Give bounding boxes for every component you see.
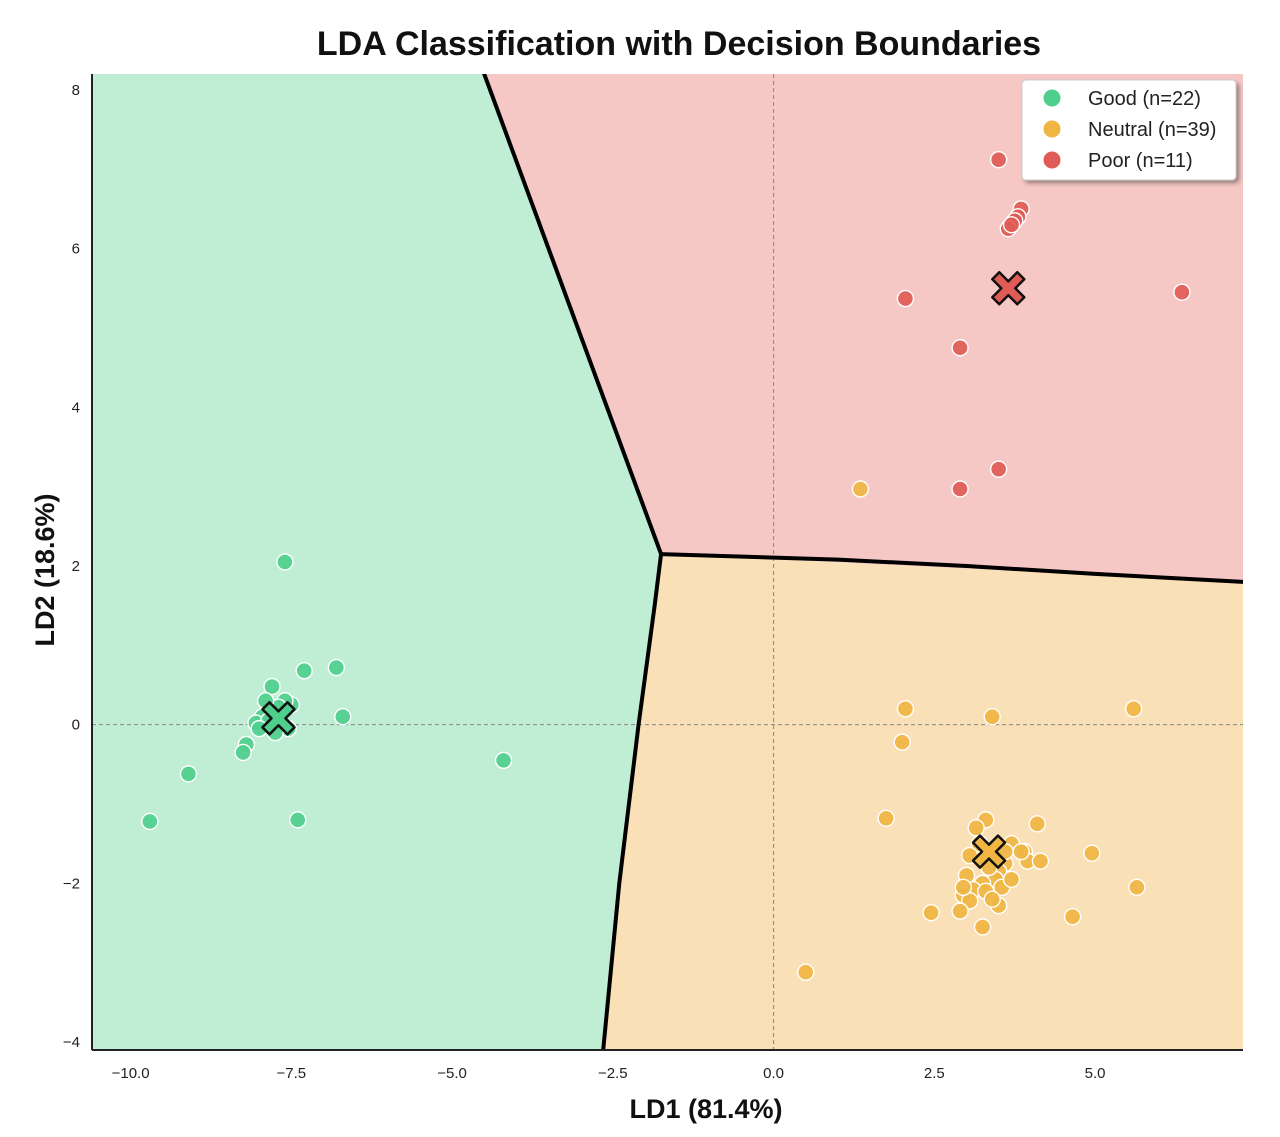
centroid-marker-series-1: [261, 701, 296, 736]
data-point-series-2: [967, 819, 985, 837]
centroid-marker-series-3: [991, 270, 1026, 306]
x-tick-label: 0.0: [763, 1065, 784, 1082]
data-point-series-2: [1031, 852, 1050, 870]
y-tick-label: 8: [72, 82, 80, 99]
y-axis-label: LD2 (18.6%): [30, 493, 60, 646]
data-point-series-1: [263, 677, 281, 696]
decision-boundary-1: [482, 74, 664, 557]
data-point-series-1: [494, 751, 513, 770]
data-point-series-3: [989, 460, 1008, 478]
y-tick-label: −4: [63, 1034, 80, 1051]
data-point-series-2: [1028, 815, 1046, 833]
legend-entry-label: Poor (n=11): [1088, 150, 1193, 172]
legend: Good (n=22) Neutral (n=39) Poor (n=11): [1021, 79, 1237, 181]
data-point-series-1: [179, 765, 198, 783]
data-point-series-3: [1002, 216, 1021, 234]
data-point-series-2: [954, 878, 972, 897]
data-point-series-2: [851, 480, 870, 498]
data-point-series-2: [797, 963, 815, 981]
data-point-series-2: [1063, 907, 1082, 926]
data-point-series-1: [276, 553, 294, 571]
data-point-series-3: [1173, 283, 1191, 301]
legend-marker: [1042, 88, 1062, 108]
centroid-marker-series-2: [971, 834, 1007, 869]
chart-title: LDA Classification with Decision Boundar…: [317, 25, 1041, 63]
x-tick-label: 5.0: [1085, 1065, 1106, 1082]
data-point-series-2: [1083, 844, 1101, 862]
decision-boundary-2: [659, 552, 1243, 584]
x-tick-label: 2.5: [924, 1065, 945, 1082]
data-point-series-3: [951, 339, 969, 357]
x-tick-label: −10.0: [112, 1065, 150, 1082]
data-point-series-2: [983, 890, 1001, 908]
x-axis-label: LD1 (81.4%): [629, 1094, 782, 1124]
data-point-series-3: [896, 289, 915, 308]
data-point-series-3: [951, 480, 969, 498]
y-tick-label: 0: [72, 717, 80, 734]
x-tick-label: −2.5: [598, 1065, 628, 1082]
data-point-series-2: [1012, 842, 1030, 861]
data-point-series-2: [1002, 870, 1021, 889]
data-point-series-2: [922, 904, 940, 922]
region-neutral: [603, 554, 1243, 1050]
data-point-series-3: [989, 150, 1008, 169]
legend-marker: [1042, 150, 1062, 170]
data-point-series-2: [893, 733, 911, 751]
y-tick-label: −2: [63, 875, 80, 892]
region-good: [92, 74, 662, 1050]
legend-entry-label: Good (n=22): [1088, 88, 1201, 110]
data-point-series-1: [327, 658, 346, 677]
region-poor: [484, 74, 1243, 582]
data-point-series-1: [234, 743, 252, 762]
legend-marker: [1042, 119, 1062, 139]
y-tick-label: 2: [72, 558, 80, 575]
data-point-series-2: [896, 700, 915, 718]
y-tick-label: 4: [72, 399, 80, 416]
data-point-series-1: [289, 811, 307, 829]
data-point-series-2: [1128, 878, 1146, 897]
data-point-series-2: [983, 708, 1001, 726]
data-point-series-2: [973, 918, 992, 936]
legend-box: [1021, 79, 1237, 181]
data-point-series-1: [141, 812, 159, 831]
x-tick-label: −5.0: [437, 1065, 467, 1082]
decision-boundary-3: [601, 552, 664, 1050]
data-point-series-2: [877, 809, 895, 827]
y-tick-label: 6: [72, 241, 80, 258]
data-point-series-1: [295, 662, 313, 680]
legend-entry-label: Neutral (n=39): [1088, 119, 1216, 141]
data-point-series-2: [1124, 700, 1143, 718]
data-point-series-1: [334, 708, 352, 726]
data-point-series-2: [951, 902, 969, 920]
x-tick-label: −7.5: [277, 1065, 307, 1082]
